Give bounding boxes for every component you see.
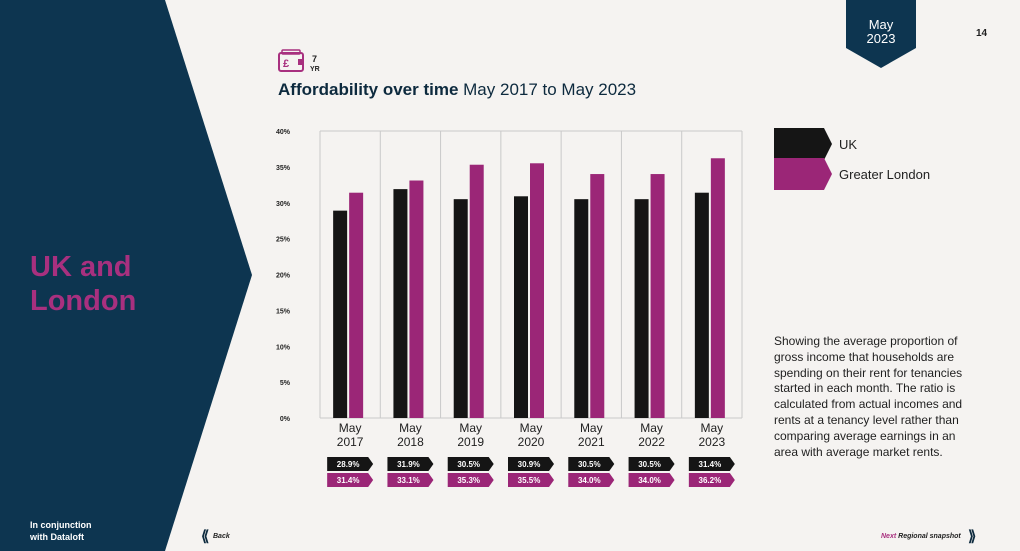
data-tag-uk (327, 457, 374, 471)
legend-swatch-london (774, 158, 832, 190)
y-tick-label: 5% (280, 380, 291, 387)
date-month: May (868, 17, 894, 32)
data-label-uk: 30.5% (457, 460, 480, 469)
y-tick-label: 30% (276, 201, 291, 208)
next-label: Next (881, 533, 897, 540)
data-tag-london (628, 473, 675, 487)
period-unit: YR (310, 66, 320, 73)
bar-uk (393, 189, 408, 418)
data-label-london: 35.3% (457, 476, 480, 485)
data-label-london: 31.4% (337, 476, 360, 485)
sidebar-arrow-shape (0, 0, 252, 551)
x-tick-label: 2017 (337, 435, 364, 449)
data-tag-uk (688, 457, 735, 471)
chart-title: Affordability over time May 2017 to May … (278, 80, 636, 100)
data-tag-uk (628, 457, 675, 471)
x-tick-label: 2018 (397, 435, 424, 449)
section-title-line1: UK and (30, 251, 132, 283)
page-number: 14 (976, 28, 988, 39)
data-label-uk: 31.4% (699, 460, 722, 469)
x-tick-label: 2020 (518, 435, 545, 449)
data-tag-london (568, 473, 615, 487)
data-tag-uk (387, 457, 434, 471)
data-tag-london (447, 473, 494, 487)
bar-london (590, 174, 605, 418)
legend-swatch-uk (774, 128, 832, 160)
data-label-london: 34.0% (578, 476, 601, 485)
bar-uk (634, 199, 649, 418)
sidebar-panel (0, 0, 252, 551)
data-label-uk: 30.9% (518, 460, 541, 469)
data-tag-uk (568, 457, 615, 471)
y-tick-label: 40% (276, 129, 291, 136)
svg-text:£: £ (283, 58, 289, 70)
partner-credit: In conjunction with Dataloft (30, 519, 92, 543)
chart-title-bold: Affordability over time (278, 80, 459, 99)
bar-uk (333, 210, 348, 418)
y-tick-label: 20% (276, 273, 291, 280)
data-label-uk: 31.9% (397, 460, 420, 469)
date-flag (846, 0, 916, 68)
x-tick-label: 2022 (638, 435, 665, 449)
back-link[interactable]: Back (213, 533, 230, 540)
date-flag-text: May 2023 (846, 18, 916, 46)
data-label-london: 35.5% (518, 476, 541, 485)
data-tag-london (387, 473, 434, 487)
y-tick-label: 10% (276, 344, 291, 351)
chart-description: Showing the average proportion of gross … (774, 334, 963, 459)
data-label-london: 36.2% (699, 476, 722, 485)
x-tick-label: May (520, 421, 543, 435)
partner-line1: In conjunction (30, 520, 92, 530)
section-title-line2: London (30, 285, 137, 317)
data-tag-uk (508, 457, 554, 471)
x-tick-label: May (399, 421, 422, 435)
bar-uk (694, 192, 709, 418)
y-tick-label: 0% (280, 416, 291, 423)
data-label-uk: 28.9% (337, 460, 360, 469)
legend-label-uk: UK (839, 137, 858, 152)
chart-title-rest: May 2017 to May 2023 (458, 80, 637, 99)
affordability-chart: 0%5%10%15%20%25%30%35%40%May201728.9%31.… (276, 129, 743, 487)
y-tick-label: 15% (276, 308, 291, 315)
bar-london (530, 163, 544, 418)
period-number: 7 (312, 54, 318, 64)
x-tick-label: May (640, 421, 663, 435)
pound-wallet-icon: £ (278, 49, 304, 72)
legend-label-london: Greater London (839, 167, 931, 182)
section-title: UK and London (30, 250, 230, 318)
x-tick-label: 2019 (457, 435, 484, 449)
bar-london (349, 192, 364, 418)
data-label-london: 34.0% (638, 476, 661, 485)
data-label-london: 33.1% (397, 476, 420, 485)
sidebar (0, 0, 260, 551)
bar-uk (453, 199, 468, 418)
bar-uk (574, 199, 589, 418)
bar-london (710, 158, 725, 418)
y-tick-label: 35% (276, 165, 291, 172)
bar-london (650, 174, 665, 418)
x-tick-label: May (580, 421, 603, 435)
data-tag-uk (447, 457, 494, 471)
date-year: 2023 (866, 31, 896, 46)
data-label-uk: 30.5% (638, 460, 661, 469)
x-tick-label: 2023 (699, 435, 726, 449)
x-tick-label: May (459, 421, 482, 435)
next-chevron-icon[interactable]: ⟫ (968, 528, 977, 545)
y-tick-label: 25% (276, 237, 291, 244)
data-tag-london (688, 473, 735, 487)
partner-line2: with Dataloft (30, 532, 84, 542)
data-tag-london (508, 473, 554, 487)
next-link[interactable]: Next Regional snapshot (881, 533, 961, 540)
bar-london (469, 164, 484, 418)
data-tag-london (327, 473, 374, 487)
x-tick-label: 2021 (578, 435, 605, 449)
data-label-uk: 30.5% (578, 460, 601, 469)
x-tick-label: May (701, 421, 724, 435)
back-chevron-icon[interactable]: ⟪ (201, 528, 210, 545)
x-tick-label: May (339, 421, 362, 435)
next-target: Regional snapshot (896, 533, 961, 540)
bar-london (409, 180, 424, 418)
bar-uk (514, 196, 528, 418)
